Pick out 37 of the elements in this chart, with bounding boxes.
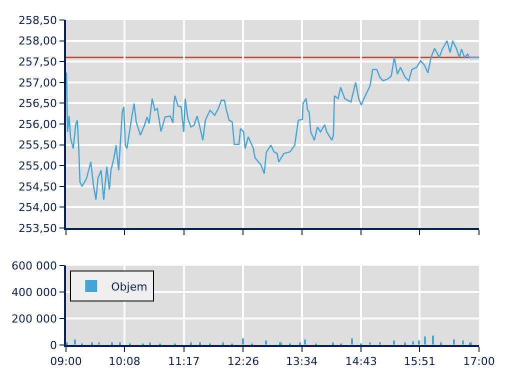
y-tick-label: 253,50 <box>18 222 58 235</box>
bar <box>304 340 306 345</box>
bar <box>412 342 414 345</box>
y-tick-label: 256,00 <box>18 118 58 131</box>
y-tick-label: 0 <box>50 338 58 352</box>
x-tick-label: 13:34 <box>286 354 318 368</box>
y-tick-label: 400 000 <box>12 286 58 299</box>
bar <box>393 340 395 345</box>
y-tick-label: 257,50 <box>18 55 58 68</box>
x-tick-label: 14:43 <box>345 354 377 368</box>
x-tick-label: 10:08 <box>108 354 140 368</box>
x-tick-label: 11:17 <box>168 354 200 368</box>
bar <box>265 340 267 345</box>
legend-label: Objem <box>111 280 148 294</box>
bar <box>418 340 420 345</box>
x-tick-label: 15:51 <box>404 354 436 368</box>
bar <box>74 340 76 345</box>
y-tick-label: 255,00 <box>18 159 58 172</box>
bar <box>453 340 455 345</box>
y-tick-label: 258,00 <box>18 34 58 48</box>
y-tick-label: 200 000 <box>12 312 58 326</box>
y-tick-label: 254,00 <box>18 201 58 214</box>
bar <box>462 340 464 345</box>
x-tick-label: 12:26 <box>227 354 260 368</box>
bar <box>432 336 434 345</box>
y-tick-label: 257,00 <box>18 76 58 90</box>
y-tick-label: 254,50 <box>18 180 58 194</box>
x-tick-label: 17:00 <box>463 354 495 368</box>
bar <box>424 336 426 345</box>
bar <box>242 338 244 345</box>
line-series <box>66 40 479 200</box>
bar <box>351 338 353 345</box>
y-tick-label: 600 000 <box>12 260 58 273</box>
y-tick-label: 256,50 <box>18 97 58 110</box>
y-tick-label: 255,50 <box>18 138 58 152</box>
y-tick-label: 258,50 <box>18 14 58 27</box>
x-tick-label: 09:00 <box>50 354 82 368</box>
